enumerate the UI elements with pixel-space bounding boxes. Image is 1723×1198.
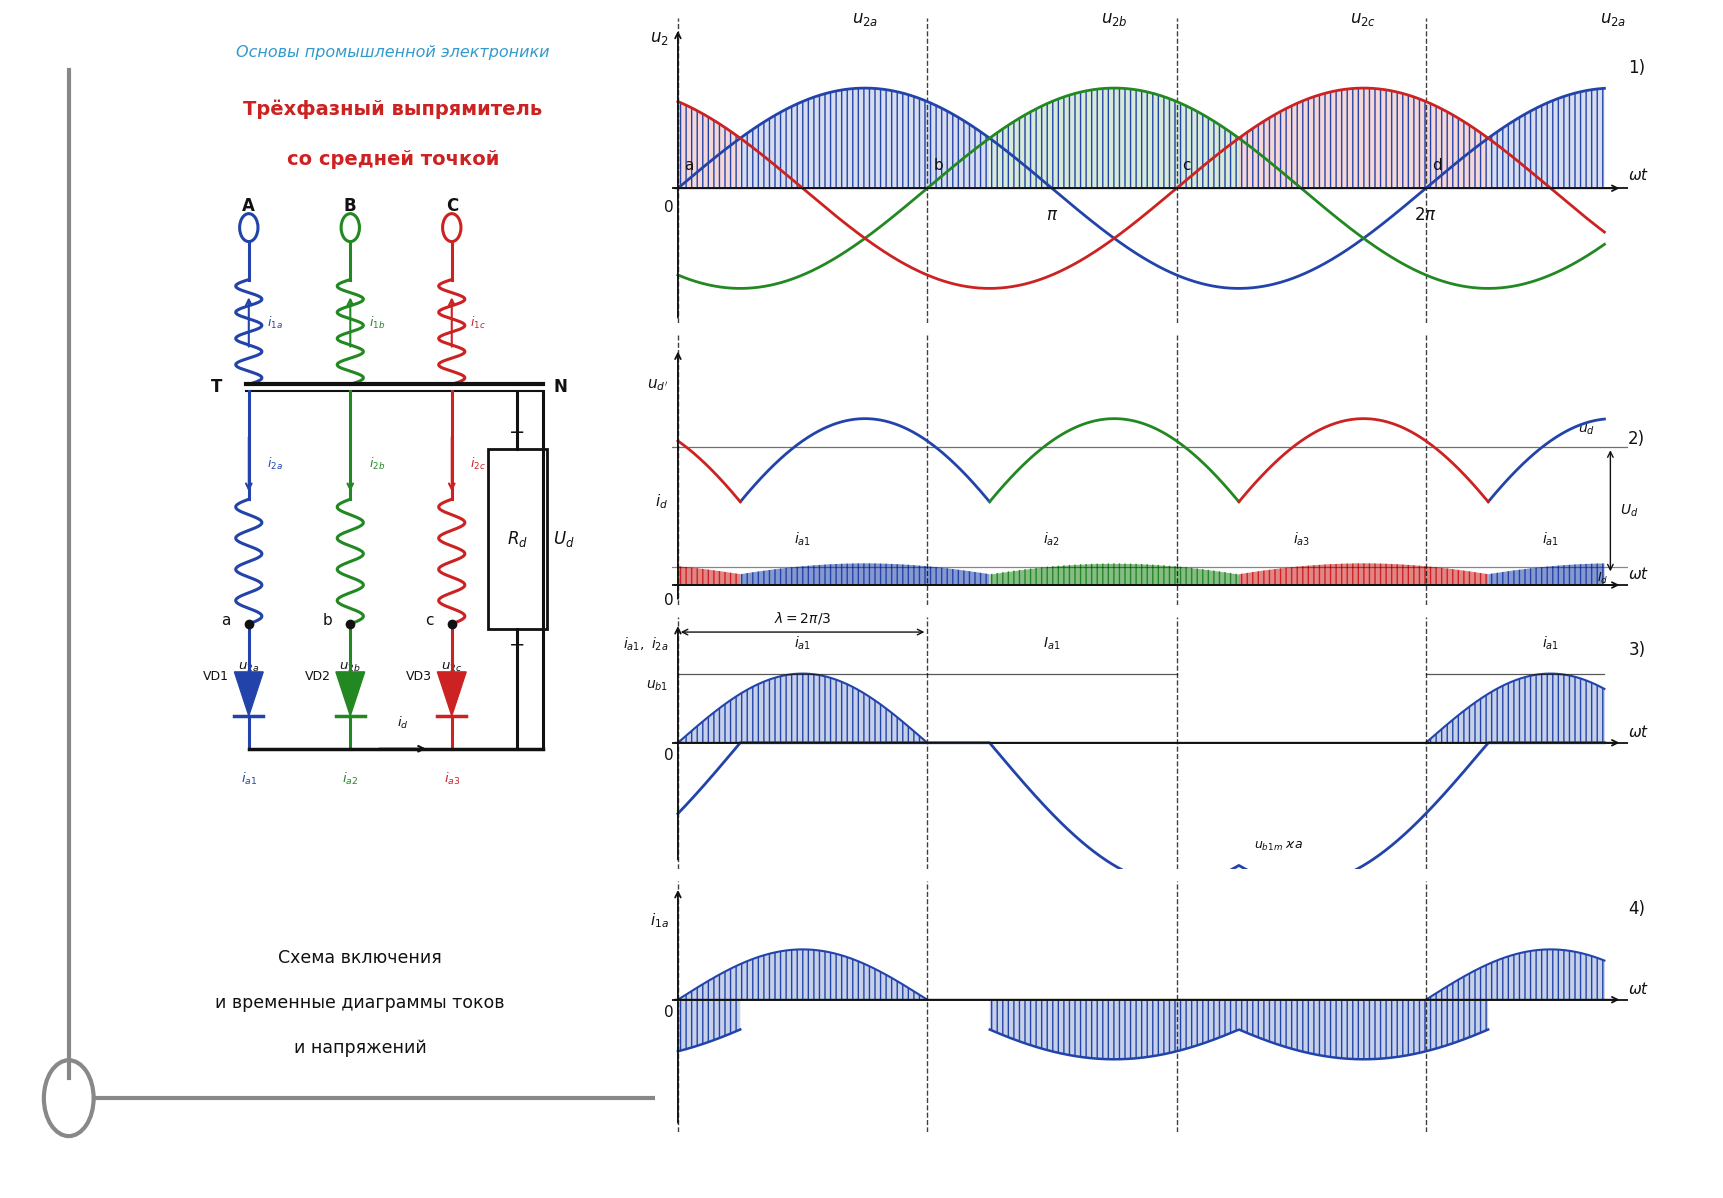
Text: VD3: VD3 <box>407 671 432 683</box>
Text: Основы промышленной электроники: Основы промышленной электроники <box>236 44 550 60</box>
Text: $i_{1a}$: $i_{1a}$ <box>267 314 283 331</box>
Text: VD1: VD1 <box>203 671 229 683</box>
Text: 0: 0 <box>663 593 674 609</box>
Text: c: c <box>426 613 434 629</box>
Polygon shape <box>438 672 467 715</box>
Text: 0: 0 <box>663 200 674 216</box>
Text: $i_{1c}$: $i_{1c}$ <box>470 314 486 331</box>
Text: $i_{a1}$: $i_{a1}$ <box>794 635 812 652</box>
Text: и временные диаграммы токов: и временные диаграммы токов <box>215 994 505 1012</box>
Text: $i_{1a}$: $i_{1a}$ <box>650 910 669 930</box>
Text: $u_{2a}$: $u_{2a}$ <box>238 661 260 674</box>
Text: $i_d$: $i_d$ <box>396 715 408 731</box>
Text: T: T <box>212 379 222 397</box>
Text: $u_{2c}$: $u_{2c}$ <box>1351 10 1377 28</box>
Text: $i_d$: $i_d$ <box>655 492 669 512</box>
Text: $i_{a1},\ i_{2a}$: $i_{a1},\ i_{2a}$ <box>624 636 669 653</box>
Text: 1): 1) <box>1628 59 1645 77</box>
Text: $u_{b1}$: $u_{b1}$ <box>1213 890 1232 903</box>
Text: b: b <box>934 158 942 174</box>
Text: $u_{2b}$: $u_{2b}$ <box>339 661 362 674</box>
Text: $u_2$: $u_2$ <box>650 29 669 47</box>
Text: $i_{a2}$: $i_{a2}$ <box>1044 531 1060 549</box>
Text: $i_{a1}$: $i_{a1}$ <box>241 770 257 787</box>
Text: и напряжений: и напряжений <box>293 1039 427 1058</box>
Text: B: B <box>345 196 357 214</box>
Text: 3): 3) <box>1628 641 1645 659</box>
Text: $U_d$: $U_d$ <box>553 530 575 549</box>
Text: 0: 0 <box>663 1005 674 1019</box>
Text: N: N <box>553 379 567 397</box>
Text: C: C <box>446 196 458 214</box>
Text: d: d <box>1432 158 1442 174</box>
Text: $u_{b1}$: $u_{b1}$ <box>646 679 669 694</box>
Text: $i_{a2}$: $i_{a2}$ <box>343 770 358 787</box>
Text: −: − <box>508 423 526 442</box>
Text: $I_{a1}$: $I_{a1}$ <box>1042 636 1061 652</box>
Text: $u_{2b}$: $u_{2b}$ <box>1101 10 1127 28</box>
Polygon shape <box>336 672 365 715</box>
Text: $i_{2c}$: $i_{2c}$ <box>470 456 486 472</box>
Polygon shape <box>234 672 264 715</box>
Text: VD2: VD2 <box>305 671 331 683</box>
Text: A: A <box>243 196 255 214</box>
Text: $\omega t$: $\omega t$ <box>1628 565 1649 582</box>
Text: $i_{1b}$: $i_{1b}$ <box>369 314 384 331</box>
Text: $i_{a3}$: $i_{a3}$ <box>443 770 460 787</box>
Text: $u_{b1m}\ \varkappa a$: $u_{b1m}\ \varkappa a$ <box>1254 839 1303 853</box>
Text: a: a <box>684 158 693 174</box>
Text: c: c <box>1182 158 1191 174</box>
Text: +: + <box>508 636 526 655</box>
Text: $u_{2c}$: $u_{2c}$ <box>441 661 462 674</box>
Text: $R_d$: $R_d$ <box>507 530 527 549</box>
Text: $u_d$: $u_d$ <box>1578 423 1595 437</box>
Text: Трёхфазный выпрямитель: Трёхфазный выпрямитель <box>243 99 543 120</box>
Text: 0: 0 <box>663 748 674 763</box>
Text: $u_{2a}$: $u_{2a}$ <box>1599 10 1627 28</box>
Text: $i_{a1}$: $i_{a1}$ <box>1542 635 1559 652</box>
Text: Схема включения: Схема включения <box>277 949 443 968</box>
Text: $I_d$: $I_d$ <box>1597 571 1608 586</box>
Text: $U_d$: $U_d$ <box>1620 503 1639 519</box>
Text: $\lambda=2\pi/3$: $\lambda=2\pi/3$ <box>774 610 830 625</box>
Text: $i_{a3}$: $i_{a3}$ <box>1292 531 1309 549</box>
Text: со средней точкой: со средней точкой <box>286 150 500 169</box>
Text: $\pi$: $\pi$ <box>1046 206 1058 224</box>
Text: 2): 2) <box>1628 430 1645 448</box>
Text: $\omega t$: $\omega t$ <box>1628 168 1649 183</box>
Text: $i_{a1}$: $i_{a1}$ <box>1542 531 1559 549</box>
Text: 4): 4) <box>1628 900 1645 918</box>
Text: a: a <box>221 613 231 629</box>
Text: $i_{2a}$: $i_{2a}$ <box>267 456 283 472</box>
Text: $i_{a1}$: $i_{a1}$ <box>794 531 812 549</box>
Text: $u_{d'}$: $u_{d'}$ <box>648 377 669 393</box>
Text: $u_{2a}$: $u_{2a}$ <box>851 10 879 28</box>
Text: b: b <box>322 613 333 629</box>
Text: $\omega t$: $\omega t$ <box>1628 725 1649 740</box>
Text: $2\pi$: $2\pi$ <box>1415 206 1437 224</box>
Text: $\omega t$: $\omega t$ <box>1628 981 1649 997</box>
Text: $i_{2b}$: $i_{2b}$ <box>369 456 384 472</box>
